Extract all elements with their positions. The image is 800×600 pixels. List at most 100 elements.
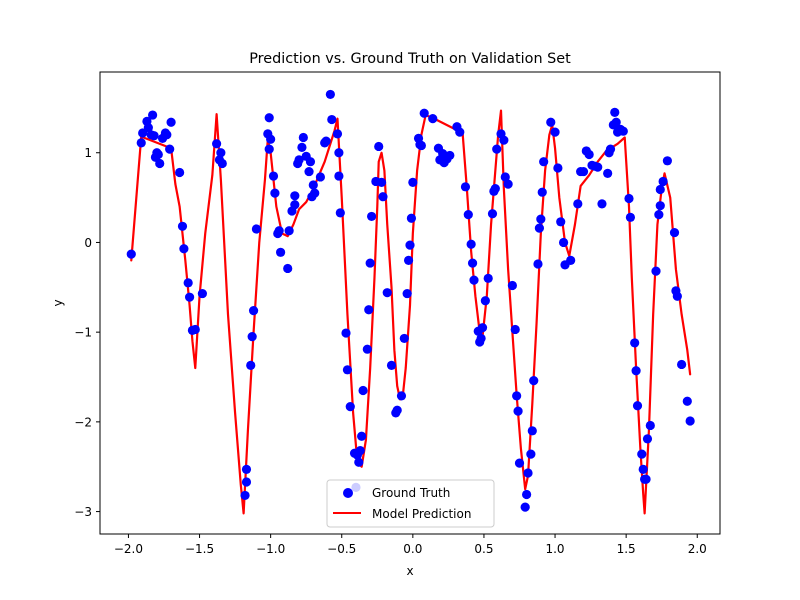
ground-truth-point [386, 360, 397, 370]
ground-truth-point [376, 177, 387, 187]
ground-truth-point [334, 148, 344, 158]
chart-title: Prediction vs. Ground Truth on Validatio… [249, 51, 571, 67]
ground-truth-point [364, 305, 374, 315]
ground-truth-point [276, 247, 286, 257]
ground-truth-point [298, 132, 308, 143]
ground-truth-point [611, 117, 621, 127]
ground-truth-point [216, 148, 226, 158]
ground-truth-point [682, 396, 692, 406]
ground-truth-point [251, 224, 262, 234]
x-axis-ticks: −2.0 −1.5 −1.0 −0.5 0.0 0.5 1.0 1.5 2.0 [114, 534, 707, 556]
ground-truth-point [655, 201, 665, 211]
x-tick-label: 1.5 [617, 542, 636, 556]
ground-truth-point [325, 89, 335, 100]
legend: Ground Truth Model Prediction [326, 479, 495, 528]
ground-truth-point [677, 359, 687, 370]
ground-truth-point [374, 141, 384, 152]
ground-truth-point [179, 244, 189, 254]
axes-frame [99, 71, 721, 535]
ground-truth-point [624, 193, 634, 204]
ground-truth-point [520, 502, 530, 512]
x-tick-label: −0.5 [327, 542, 356, 556]
ground-truth-point [638, 464, 648, 475]
ground-truth-scatter-layer [126, 89, 695, 512]
ground-truth-point [166, 117, 176, 127]
ground-truth-point [399, 333, 409, 344]
ground-truth-point [566, 255, 576, 265]
ground-truth-point [362, 344, 372, 354]
ground-truth-point [669, 227, 680, 238]
ground-truth-point [605, 144, 616, 154]
ground-truth-point [290, 200, 300, 210]
x-tick-label: −1.0 [256, 542, 285, 556]
ground-truth-point [578, 166, 589, 177]
ground-truth-point [345, 402, 355, 412]
ground-truth-point [483, 273, 493, 283]
ground-truth-point [266, 134, 276, 144]
ground-truth-point [354, 457, 364, 467]
ground-truth-point [654, 210, 664, 220]
ground-truth-point [536, 214, 546, 224]
ground-truth-point [603, 168, 613, 178]
ground-truth-point [378, 192, 388, 202]
ground-truth-point [685, 416, 695, 426]
model-prediction-line [130, 109, 692, 515]
ground-truth-point [584, 149, 594, 160]
ground-truth-point [492, 144, 502, 154]
y-tick-label: 1 [84, 146, 92, 160]
ground-truth-point [264, 113, 274, 123]
ground-truth-point [480, 296, 490, 306]
ground-truth-point [175, 167, 185, 178]
x-tick-label: 2.0 [688, 542, 707, 556]
prediction-line-layer [130, 109, 692, 515]
ground-truth-point [148, 110, 158, 120]
ground-truth-point [550, 127, 560, 137]
ground-truth-point [310, 188, 320, 198]
ground-truth-point [332, 129, 343, 139]
ground-truth-point [246, 360, 256, 370]
ground-truth-point [597, 199, 607, 209]
ground-truth-point [641, 474, 651, 484]
ground-truth-point [327, 114, 337, 125]
y-axis-label: y [51, 299, 65, 306]
ground-truth-point [467, 258, 478, 268]
ground-truth-point [573, 199, 583, 209]
legend-label-ground-truth: Ground Truth [372, 486, 450, 500]
ground-truth-point [662, 156, 672, 166]
ground-truth-point [270, 188, 280, 198]
ground-truth-point [341, 328, 351, 338]
ground-truth-point [321, 136, 331, 146]
ground-truth-point [247, 332, 257, 342]
ground-truth-point [358, 385, 368, 396]
ground-truth-point [487, 209, 498, 219]
ground-truth-point [537, 187, 547, 197]
ground-truth-point [558, 237, 569, 248]
ground-truth-point [645, 420, 655, 431]
ground-truth-point [533, 259, 543, 269]
ground-truth-point [305, 157, 316, 167]
ground-truth-point [460, 182, 471, 192]
ground-truth-point [490, 184, 500, 194]
ground-truth-point [630, 338, 640, 348]
ground-truth-point [136, 138, 146, 148]
ground-truth-point [499, 135, 509, 145]
ground-truth-point [155, 158, 165, 169]
y-axis-ticks: −3 −2 −1 0 1 [74, 146, 100, 519]
ground-truth-point [419, 108, 429, 118]
ground-truth-point [294, 155, 304, 165]
ground-truth-point [184, 292, 195, 302]
ground-truth-point [651, 266, 661, 276]
ground-truth-point [357, 431, 367, 441]
x-tick-label: −2.0 [114, 542, 143, 556]
ground-truth-point [264, 144, 274, 154]
ground-truth-point [556, 217, 566, 227]
ground-truth-point [197, 288, 207, 299]
ground-truth-point [126, 249, 136, 259]
ground-truth-point [527, 426, 537, 436]
ground-truth-point [523, 468, 533, 478]
ground-truth-point [512, 391, 522, 401]
ground-truth-point [190, 324, 200, 335]
ground-truth-point [406, 213, 417, 223]
y-tick-label: −2 [74, 415, 92, 429]
